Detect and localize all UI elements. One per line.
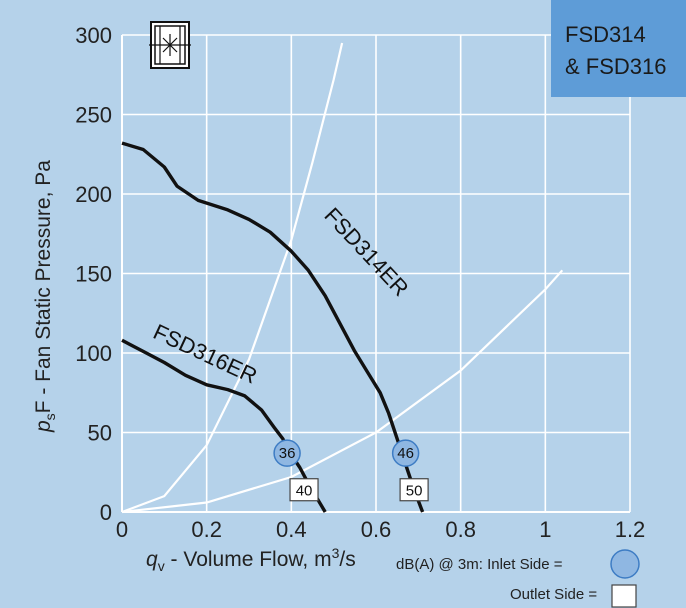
y-tick-label: 100 [75, 341, 112, 366]
title-box [551, 0, 686, 97]
inlet-badge-label: 46 [397, 445, 414, 462]
legend-inlet-badge [610, 549, 640, 579]
y-tick-label: 250 [75, 103, 112, 128]
fan-product-icon [149, 21, 191, 69]
y-tick-label: 300 [75, 23, 112, 48]
x-tick-label: 1 [539, 517, 551, 542]
grid [121, 34, 631, 513]
series-label: FSD314ER [319, 203, 413, 301]
x-tick-label: 0 [116, 517, 128, 542]
chart-title-line-2: & FSD316 [565, 54, 667, 79]
legend-outlet-badge [611, 584, 637, 608]
series-line [121, 338, 327, 513]
y-tick-label: 50 [88, 421, 112, 446]
y-tick-label: 0 [100, 500, 112, 525]
series-layer: FSD314ER FSD316ER [121, 141, 425, 513]
inlet-badge-label: 36 [279, 445, 296, 462]
legend-outlet-label: Outlet Side = [510, 586, 597, 603]
y-tick-label: 200 [75, 182, 112, 207]
system-curves [121, 42, 564, 514]
inlet-badge [273, 439, 301, 467]
x-tick-label: 0.8 [445, 517, 476, 542]
annotations: 36 46 40 50 [273, 439, 429, 502]
outlet-badge [399, 478, 429, 502]
tick-labels: 0 0.2 0.4 0.6 0.8 1 1.2 0 50 100 150 200 250 300 [75, 23, 645, 542]
y-tick-label: 150 [75, 262, 112, 287]
x-tick-label: 0.2 [191, 517, 222, 542]
legend: dB(A) @ 3m: Inlet Side = Outlet Side = [396, 549, 640, 608]
series-label: FSD316ER [150, 319, 261, 389]
system-curve [121, 269, 564, 514]
x-axis-label: qv - Volume Flow, m3/s [146, 545, 356, 574]
y-axis-label: psF - Fan Static Pressure, Pa [32, 160, 58, 433]
series-line [121, 141, 425, 513]
outlet-badge-label: 50 [406, 483, 423, 500]
outlet-badge-label: 40 [296, 483, 313, 500]
legend-inlet-label: dB(A) @ 3m: Inlet Side = [396, 556, 563, 573]
outlet-badge [289, 478, 319, 502]
x-tick-label: 0.4 [276, 517, 307, 542]
x-tick-label: 1.2 [615, 517, 646, 542]
inlet-badge [391, 439, 420, 467]
x-tick-label: 0.6 [361, 517, 392, 542]
system-curve [121, 42, 344, 514]
chart-title-line-1: FSD314 [565, 22, 646, 47]
